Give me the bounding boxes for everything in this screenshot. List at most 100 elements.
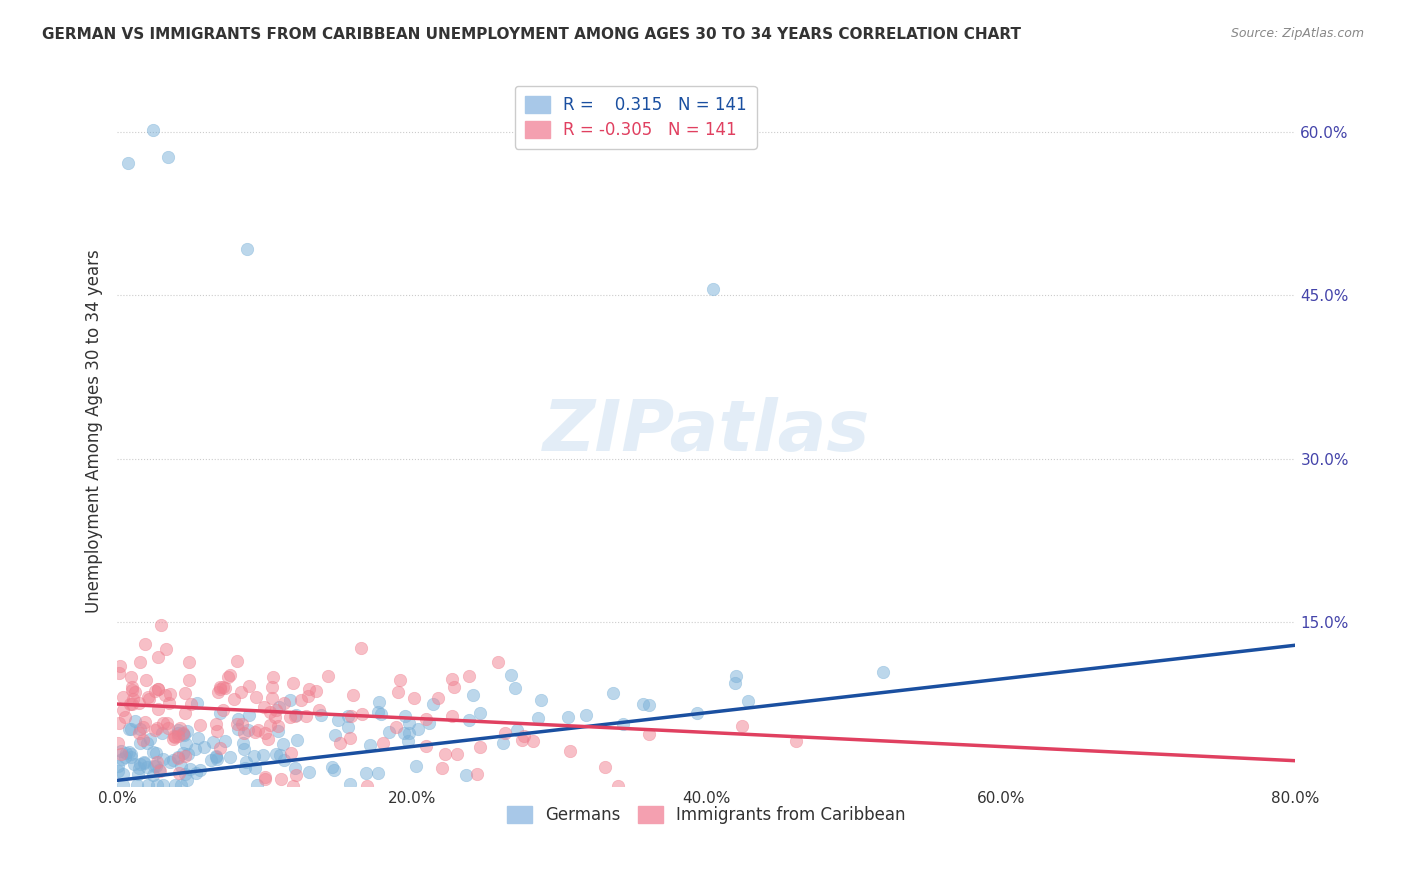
Germans [167,750,190,764]
Immigrants from Caribbean [513,729,536,743]
Germans [378,725,401,739]
Immigrants from Caribbean [297,689,319,703]
Germans [214,734,236,748]
Immigrants from Caribbean [108,659,131,673]
Immigrants from Caribbean [120,670,142,684]
Immigrants from Caribbean [135,673,157,687]
Immigrants from Caribbean [225,717,247,731]
Immigrants from Caribbean [273,696,295,710]
Germans [398,726,420,740]
Immigrants from Caribbean [146,681,169,696]
Germans [238,708,260,723]
Immigrants from Caribbean [107,716,129,731]
Germans [145,778,167,792]
Germans [120,749,142,764]
Immigrants from Caribbean [124,685,146,699]
Immigrants from Caribbean [512,732,534,747]
Immigrants from Caribbean [209,741,232,756]
Germans [128,761,150,775]
Germans [245,761,267,775]
Germans [285,733,308,747]
Immigrants from Caribbean [162,731,184,746]
Germans [461,688,484,702]
Immigrants from Caribbean [208,680,231,694]
Germans [872,665,894,680]
Immigrants from Caribbean [152,716,174,731]
Immigrants from Caribbean [446,747,468,761]
Immigrants from Caribbean [281,675,304,690]
Germans [638,698,661,713]
Immigrants from Caribbean [207,685,229,699]
Immigrants from Caribbean [350,641,373,656]
Germans [167,723,190,737]
Immigrants from Caribbean [257,731,280,746]
Immigrants from Caribbean [146,681,169,696]
Immigrants from Caribbean [318,669,340,683]
Germans [506,723,529,737]
Immigrants from Caribbean [121,683,143,698]
Germans [702,282,724,296]
Germans [172,746,194,760]
Germans [226,712,249,726]
Immigrants from Caribbean [264,703,287,717]
Immigrants from Caribbean [110,747,132,761]
Germans [271,737,294,751]
Germans [173,767,195,781]
Germans [152,778,174,792]
Germans [267,723,290,738]
Germans [339,777,361,791]
Immigrants from Caribbean [253,772,276,786]
Immigrants from Caribbean [387,684,409,698]
Immigrants from Caribbean [415,739,437,754]
Germans [201,735,224,749]
Germans [142,767,165,781]
Immigrants from Caribbean [108,665,131,680]
Germans [737,694,759,708]
Immigrants from Caribbean [224,692,246,706]
Immigrants from Caribbean [465,767,488,781]
Germans [179,763,201,777]
Germans [110,744,132,758]
Germans [631,698,654,712]
Germans [142,759,165,773]
Immigrants from Caribbean [149,764,172,778]
Germans [503,681,526,695]
Germans [127,767,149,781]
Germans [112,778,135,792]
Germans [398,715,420,730]
Immigrants from Caribbean [486,655,509,669]
Immigrants from Caribbean [284,768,307,782]
Germans [527,710,550,724]
Immigrants from Caribbean [522,733,544,747]
Immigrants from Caribbean [165,730,187,744]
Immigrants from Caribbean [432,761,454,775]
Germans [170,759,193,773]
Germans [120,722,142,736]
Germans [173,728,195,742]
Germans [686,706,709,721]
Germans [187,731,209,746]
Immigrants from Caribbean [150,617,173,632]
Immigrants from Caribbean [238,679,260,693]
Immigrants from Caribbean [340,709,363,723]
Immigrants from Caribbean [134,715,156,730]
Immigrants from Caribbean [494,726,516,740]
Germans [232,742,254,756]
Immigrants from Caribbean [217,670,239,684]
Immigrants from Caribbean [121,697,143,711]
Immigrants from Caribbean [404,691,426,706]
Immigrants from Caribbean [169,722,191,736]
Immigrants from Caribbean [253,726,276,740]
Germans [612,717,634,731]
Immigrants from Caribbean [174,748,197,763]
Germans [186,697,208,711]
Germans [392,726,415,740]
Immigrants from Caribbean [443,680,465,694]
Germans [232,736,254,750]
Germans [243,748,266,763]
Germans [278,693,301,707]
Germans [208,706,231,720]
Immigrants from Caribbean [441,709,464,723]
Immigrants from Caribbean [350,707,373,722]
Germans [246,778,269,792]
